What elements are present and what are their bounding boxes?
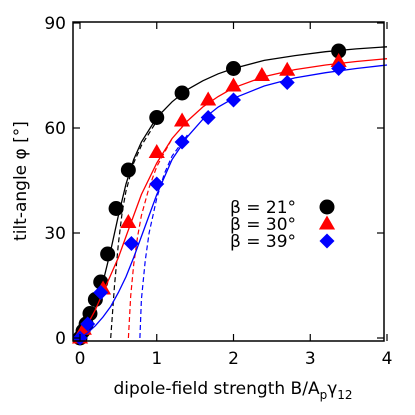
series-2-point bbox=[200, 91, 217, 106]
plot-area bbox=[71, 43, 388, 346]
series-3-point bbox=[331, 61, 347, 76]
series-2-point bbox=[279, 61, 296, 76]
series-2-point bbox=[225, 77, 242, 92]
x-axis-title-subscript-12: 12 bbox=[337, 388, 352, 402]
series-3-point bbox=[279, 75, 295, 90]
y-tick-label: 60 bbox=[44, 119, 66, 139]
legend-label-2: β = 30° bbox=[230, 215, 296, 235]
series-2-point bbox=[174, 112, 191, 127]
series-1-point bbox=[82, 306, 98, 321]
legend: β = 21°β = 30°β = 39° bbox=[230, 198, 336, 252]
legend-marker-1 bbox=[319, 199, 335, 215]
series-2-point bbox=[148, 144, 165, 159]
series-3-dashed-curve bbox=[139, 134, 188, 339]
x-tick-label: 4 bbox=[382, 349, 393, 369]
plot-frame bbox=[72, 21, 385, 342]
series-2-dashed-curve bbox=[127, 138, 173, 339]
y-axis-title: tilt-angle φ [°] bbox=[11, 121, 31, 241]
series-1-point bbox=[120, 162, 136, 178]
series-1-point bbox=[331, 43, 347, 59]
series-3-point bbox=[80, 316, 96, 332]
series-3-point bbox=[93, 285, 109, 300]
legend-label-1: β = 21° bbox=[230, 198, 296, 218]
series-3-point bbox=[226, 92, 241, 108]
y-tick-label: 30 bbox=[44, 224, 66, 244]
series-3-point bbox=[149, 176, 165, 192]
series-2-point bbox=[120, 214, 137, 229]
x-tick-label: 3 bbox=[305, 349, 316, 369]
series-2-point bbox=[330, 53, 347, 68]
series-1-point bbox=[108, 201, 124, 216]
series-1-point bbox=[100, 246, 116, 262]
x-tick-label: 0 bbox=[75, 349, 86, 369]
series-1-point bbox=[174, 85, 190, 101]
series-3-point bbox=[123, 236, 139, 251]
y-tick-label: 90 bbox=[44, 14, 66, 34]
series-2-point bbox=[253, 67, 270, 82]
x-tick-label: 1 bbox=[151, 349, 162, 369]
axis-ticks: 0 1 2 3 4 0 30 60 90 bbox=[44, 14, 392, 369]
legend-marker-2 bbox=[318, 215, 336, 230]
series-3-point bbox=[200, 110, 216, 125]
x-axis-title-subscript-p: p bbox=[320, 388, 328, 402]
series-3 bbox=[72, 61, 388, 346]
x-axis-title-gamma: γ bbox=[327, 379, 337, 399]
series-3-point bbox=[174, 134, 190, 150]
legend-label-3: β = 39° bbox=[230, 232, 296, 252]
x-axis-title: dipole-field strength B/Apγ12 bbox=[113, 379, 352, 402]
x-axis-title-main: dipole-field strength B/A bbox=[113, 379, 320, 399]
series-1-dashed-curve bbox=[110, 120, 158, 339]
y-tick-label: 0 bbox=[55, 329, 66, 349]
x-tick-label: 2 bbox=[228, 349, 239, 369]
series-1-point bbox=[226, 61, 241, 76]
legend-marker-3 bbox=[319, 233, 335, 249]
series-1-point bbox=[149, 110, 165, 125]
